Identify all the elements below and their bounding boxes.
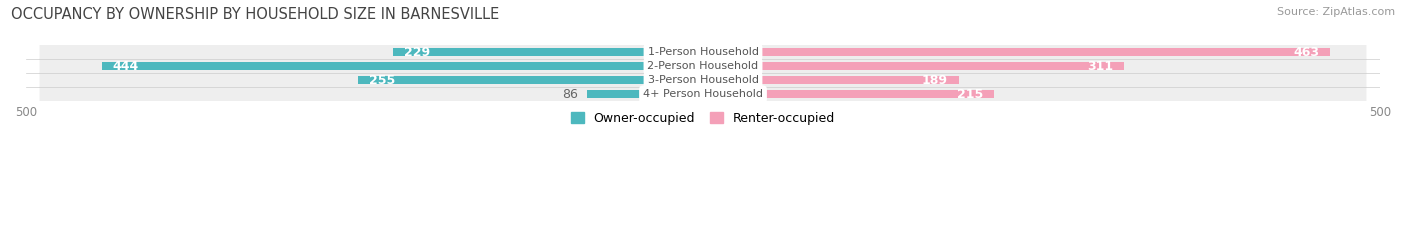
FancyBboxPatch shape — [39, 45, 1367, 60]
Text: 229: 229 — [404, 46, 430, 59]
FancyBboxPatch shape — [39, 73, 1367, 88]
Bar — [101, 62, 703, 70]
Bar — [703, 90, 994, 98]
Text: 2-Person Household: 2-Person Household — [647, 61, 759, 71]
Text: 463: 463 — [1294, 46, 1319, 59]
Bar — [392, 48, 703, 56]
FancyBboxPatch shape — [39, 87, 1367, 102]
Text: 189: 189 — [922, 74, 948, 87]
Text: 444: 444 — [112, 60, 139, 73]
Text: 311: 311 — [1087, 60, 1114, 73]
Bar — [703, 76, 959, 84]
Text: 1-Person Household: 1-Person Household — [648, 47, 758, 57]
FancyBboxPatch shape — [39, 59, 1367, 74]
Text: OCCUPANCY BY OWNERSHIP BY HOUSEHOLD SIZE IN BARNESVILLE: OCCUPANCY BY OWNERSHIP BY HOUSEHOLD SIZE… — [11, 7, 499, 22]
Text: Source: ZipAtlas.com: Source: ZipAtlas.com — [1277, 7, 1395, 17]
Text: 255: 255 — [368, 74, 395, 87]
Bar — [703, 62, 1123, 70]
Bar — [703, 48, 1330, 56]
Legend: Owner-occupied, Renter-occupied: Owner-occupied, Renter-occupied — [567, 107, 839, 130]
Text: 4+ Person Household: 4+ Person Household — [643, 89, 763, 99]
Bar — [357, 76, 703, 84]
Text: 3-Person Household: 3-Person Household — [648, 75, 758, 85]
Text: 215: 215 — [957, 88, 983, 101]
Text: 86: 86 — [562, 88, 578, 101]
Bar — [586, 90, 703, 98]
